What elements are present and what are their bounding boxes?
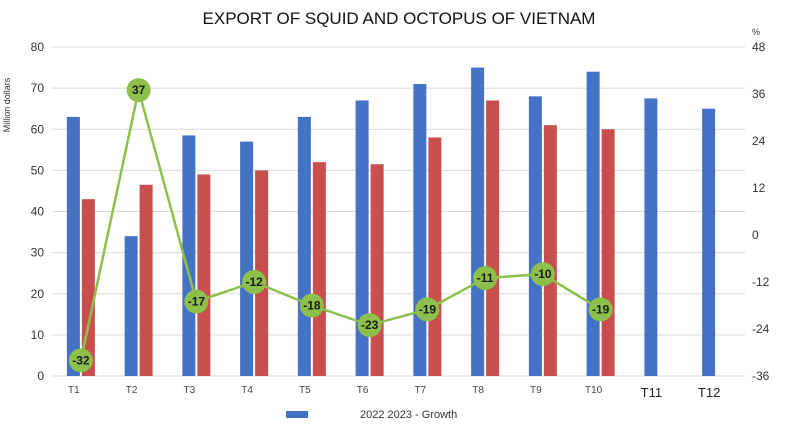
bar-2023-T3 <box>197 174 211 376</box>
x-tick-label: T1 <box>68 385 80 396</box>
growth-point <box>530 262 555 287</box>
growth-data-label: 37 <box>132 83 146 97</box>
growth-data-label: -18 <box>303 299 321 313</box>
bar-2022-T9 <box>528 96 542 376</box>
y-tick-label: 20 <box>31 287 45 301</box>
growth-data-label: -17 <box>188 295 206 309</box>
bar-2023-T5 <box>312 162 326 376</box>
y2-tick-label: 24 <box>752 134 766 148</box>
legend-text: 2022 2023 - Growth <box>360 409 457 421</box>
y-axis-label: Million dollars <box>2 77 12 132</box>
bar-2022-T7 <box>413 84 427 376</box>
y-tick-label: 40 <box>31 205 45 219</box>
growth-data-label: -32 <box>72 353 90 367</box>
y-tick-label: 30 <box>31 246 45 260</box>
x-tick-label: T11 <box>641 385 662 400</box>
bar-2022-T10 <box>586 71 600 377</box>
y2-tick-label: 48 <box>752 40 766 54</box>
chart-title: EXPORT OF SQUID AND OCTOPUS OF VIETNAM <box>203 9 596 28</box>
y-tick-label: 60 <box>31 122 45 136</box>
x-tick-label: T12 <box>698 385 720 400</box>
y-tick-label: 0 <box>37 369 44 383</box>
bar-2023-T7 <box>428 137 442 376</box>
growth-point <box>242 270 267 294</box>
bar-2023-T6 <box>370 164 384 376</box>
y2-axis-label: % <box>752 27 760 37</box>
grid-lines <box>52 46 745 377</box>
bar-2023-T2 <box>139 184 153 376</box>
y-tick-label: 10 <box>31 328 45 342</box>
growth-point <box>184 289 209 314</box>
bar-2022-T4 <box>240 141 254 376</box>
growth-polyline <box>79 89 602 361</box>
y2-tick-label: -24 <box>752 322 770 336</box>
x-tick-label: T3 <box>184 385 196 396</box>
growth-point <box>299 293 324 318</box>
bars <box>66 67 716 377</box>
x-tick-label: T9 <box>530 385 542 396</box>
growth-point <box>126 78 151 103</box>
bar-2022-T5 <box>297 116 311 376</box>
growth-data-label: -19 <box>592 302 610 316</box>
growth-line: -32 37 -17 -12 -18 -23 -19 -11 -10 -19 <box>68 78 613 373</box>
bar-2023-T9 <box>543 125 557 376</box>
bar-2022-T3 <box>182 135 196 376</box>
growth-data-label: -19 <box>419 302 437 316</box>
bar-2022-T1 <box>66 116 80 376</box>
y-tick-label: 70 <box>31 81 45 95</box>
growth-point <box>68 348 93 373</box>
bar-2023-T1 <box>81 199 95 376</box>
growth-data-label: -23 <box>361 318 379 332</box>
growth-point <box>357 313 382 338</box>
y-tick-label: 80 <box>31 40 45 54</box>
bar-2022-T12 <box>702 108 716 376</box>
x-axis-ticks: T1 T2 T3 T4 T5 T6 T7 T8 T9 T10 T11 T12 <box>68 385 720 400</box>
y2-tick-label: 12 <box>752 181 766 195</box>
x-tick-label: T4 <box>241 385 253 396</box>
x-tick-label: T10 <box>585 385 603 396</box>
growth-point <box>415 297 440 322</box>
x-tick-label: T2 <box>126 385 138 396</box>
growth-data-label: -12 <box>245 275 263 289</box>
growth-data-label: -10 <box>534 267 552 281</box>
x-tick-label: T8 <box>472 385 484 396</box>
x-tick-label: T5 <box>299 385 311 396</box>
y-tick-label: 50 <box>31 163 45 177</box>
bar-2023-T8 <box>486 100 500 377</box>
x-tick-label: T6 <box>357 385 369 396</box>
legend-swatch-2022 <box>286 411 308 418</box>
y-axis-ticks: 0 10 20 30 40 50 60 70 80 <box>31 40 45 383</box>
bar-2022-T2 <box>124 236 138 376</box>
bar-2022-T6 <box>355 100 369 377</box>
legend: 2022 2023 - Growth <box>286 409 457 421</box>
x-tick-label: T7 <box>415 385 427 396</box>
y2-axis-ticks: -36 -24 -12 0 12 24 36 48 <box>752 40 770 383</box>
bar-2022-T8 <box>471 67 485 376</box>
growth-point <box>588 297 613 322</box>
bar-2022-T11 <box>644 98 658 376</box>
y2-tick-label: 0 <box>752 228 759 242</box>
y2-tick-label: -12 <box>752 275 770 289</box>
bar-2023-T10 <box>601 129 615 376</box>
growth-point <box>473 266 498 291</box>
y2-tick-label: -36 <box>752 369 770 383</box>
growth-data-label: -11 <box>477 271 494 285</box>
y2-tick-label: 36 <box>752 87 766 101</box>
